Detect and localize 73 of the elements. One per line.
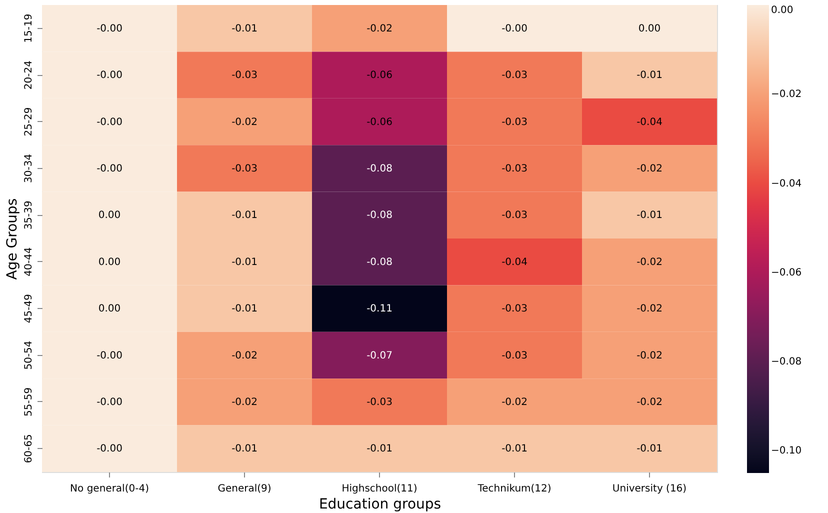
- y-tick-label: 15-19: [24, 14, 34, 43]
- data-label: -0.08: [366, 256, 392, 268]
- data-label: 0.00: [98, 256, 121, 268]
- data-label: -0.04: [502, 256, 528, 268]
- data-label: -0.00: [96, 23, 122, 34]
- data-label: -0.06: [366, 116, 392, 128]
- data-label: -0.08: [366, 210, 392, 222]
- y-tick-label: 25-29: [24, 107, 34, 136]
- data-label: -0.00: [96, 444, 122, 455]
- data-label: -0.01: [636, 444, 662, 455]
- color-bar-label: −0.06: [771, 267, 802, 278]
- data-label: -0.08: [366, 163, 392, 174]
- data-label: -0.02: [636, 256, 662, 268]
- data-label: -0.00: [502, 23, 528, 34]
- color-bar-label: 0.00: [771, 5, 794, 16]
- data-label: -0.03: [502, 304, 528, 315]
- y-tick-label: 50-54: [24, 340, 34, 370]
- y-tick-label: 45-49: [24, 294, 34, 324]
- data-label: -0.01: [232, 210, 258, 222]
- data-label: -0.01: [636, 210, 662, 222]
- data-label: -0.02: [502, 396, 528, 408]
- data-label: -0.02: [636, 163, 662, 174]
- color-bar-label: −0.02: [771, 89, 802, 100]
- data-label: -0.00: [96, 116, 122, 128]
- data-label: -0.02: [636, 350, 662, 362]
- data-label: -0.07: [366, 350, 392, 362]
- color-bar-label: −0.10: [771, 446, 802, 457]
- y-tick-label: 40-44: [24, 247, 34, 276]
- data-label: 0.00: [638, 23, 661, 34]
- data-label: -0.00: [96, 396, 122, 408]
- data-label: -0.03: [366, 396, 392, 408]
- data-label: -0.04: [636, 116, 662, 128]
- data-label: -0.01: [502, 444, 528, 455]
- data-label: -0.00: [96, 70, 122, 82]
- x-tick-label: Technikum(12): [476, 484, 552, 494]
- data-label: -0.02: [232, 350, 258, 362]
- data-label: -0.01: [636, 70, 662, 82]
- data-label: 0.00: [98, 210, 121, 222]
- data-label: -0.00: [96, 350, 122, 362]
- y-tick-label: 55-59: [24, 387, 34, 416]
- x-tick-label: Highschool(11): [342, 484, 418, 494]
- y-tick-label: 30-34: [24, 154, 34, 183]
- data-label: -0.03: [502, 350, 528, 362]
- data-label: -0.01: [366, 444, 392, 455]
- y-tick-label: 60-65: [24, 434, 34, 464]
- data-label: -0.01: [232, 444, 258, 455]
- y-axis-title: Age Groups: [4, 198, 20, 280]
- data-label: -0.00: [96, 163, 122, 174]
- data-label: -0.01: [232, 23, 258, 34]
- data-label: -0.03: [502, 70, 528, 82]
- data-label: -0.01: [232, 304, 258, 315]
- data-label: -0.03: [502, 163, 528, 174]
- data-label: -0.02: [366, 23, 392, 34]
- color-bar-label: −0.08: [771, 356, 802, 368]
- x-tick-label: General(9): [218, 484, 272, 494]
- y-tick-label: 35-39: [24, 200, 34, 230]
- y-tick-label: 20-24: [24, 60, 34, 90]
- data-label: -0.01: [232, 256, 258, 268]
- x-tick-label: No general(0-4): [70, 484, 150, 494]
- data-label: -0.03: [232, 163, 258, 174]
- x-tick-label: University (16): [612, 484, 687, 494]
- data-label: -0.02: [232, 396, 258, 408]
- data-label: 0.00: [98, 304, 121, 315]
- x-axis-title: Education groups: [318, 496, 442, 512]
- data-label: -0.02: [636, 304, 662, 315]
- data-label: -0.11: [366, 304, 392, 315]
- data-label: -0.03: [232, 70, 258, 82]
- color-bar-label: −0.04: [771, 178, 802, 190]
- data-label: -0.02: [232, 116, 258, 128]
- data-label: -0.06: [366, 70, 392, 82]
- data-label: -0.02: [636, 396, 662, 408]
- data-label: -0.03: [502, 116, 528, 128]
- data-label: -0.03: [502, 210, 528, 222]
